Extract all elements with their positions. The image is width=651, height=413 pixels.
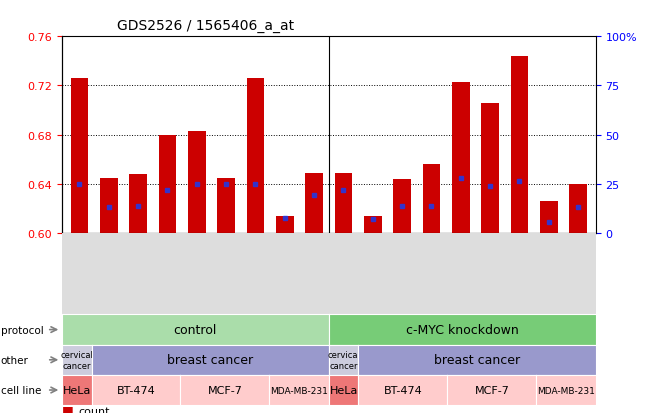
Text: MCF-7: MCF-7 bbox=[208, 385, 242, 395]
Text: cervical
cancer: cervical cancer bbox=[61, 350, 93, 370]
Text: cell line: cell line bbox=[1, 385, 41, 395]
Text: MCF-7: MCF-7 bbox=[475, 385, 509, 395]
Bar bbox=[305, 173, 323, 233]
Bar bbox=[335, 173, 352, 233]
Bar bbox=[510, 57, 528, 233]
Bar bbox=[71, 79, 89, 233]
Text: GDS2526 / 1565406_a_at: GDS2526 / 1565406_a_at bbox=[117, 19, 294, 33]
Text: control: control bbox=[174, 323, 217, 336]
Text: HeLa: HeLa bbox=[329, 385, 358, 395]
Bar bbox=[452, 83, 469, 233]
Bar bbox=[481, 103, 499, 233]
Bar bbox=[130, 174, 147, 233]
Text: BT-474: BT-474 bbox=[383, 385, 422, 395]
Bar bbox=[100, 178, 118, 233]
Bar bbox=[188, 132, 206, 233]
Text: breast cancer: breast cancer bbox=[434, 354, 520, 366]
Bar bbox=[159, 135, 176, 233]
Text: BT-474: BT-474 bbox=[117, 385, 156, 395]
Bar bbox=[422, 165, 440, 233]
Bar bbox=[364, 216, 381, 233]
Bar bbox=[247, 79, 264, 233]
Bar bbox=[276, 216, 294, 233]
Text: ■: ■ bbox=[62, 404, 74, 413]
Text: c-MYC knockdown: c-MYC knockdown bbox=[406, 323, 519, 336]
Text: other: other bbox=[1, 355, 29, 365]
Bar bbox=[569, 184, 587, 233]
Bar bbox=[540, 202, 557, 233]
Bar bbox=[393, 179, 411, 233]
Text: MDA-MB-231: MDA-MB-231 bbox=[270, 386, 328, 394]
Text: MDA-MB-231: MDA-MB-231 bbox=[537, 386, 595, 394]
Text: count: count bbox=[78, 406, 109, 413]
Text: cervical
cancer: cervical cancer bbox=[327, 350, 360, 370]
Bar bbox=[217, 178, 235, 233]
Text: protocol: protocol bbox=[1, 325, 44, 335]
Text: breast cancer: breast cancer bbox=[167, 354, 253, 366]
Text: HeLa: HeLa bbox=[62, 385, 91, 395]
